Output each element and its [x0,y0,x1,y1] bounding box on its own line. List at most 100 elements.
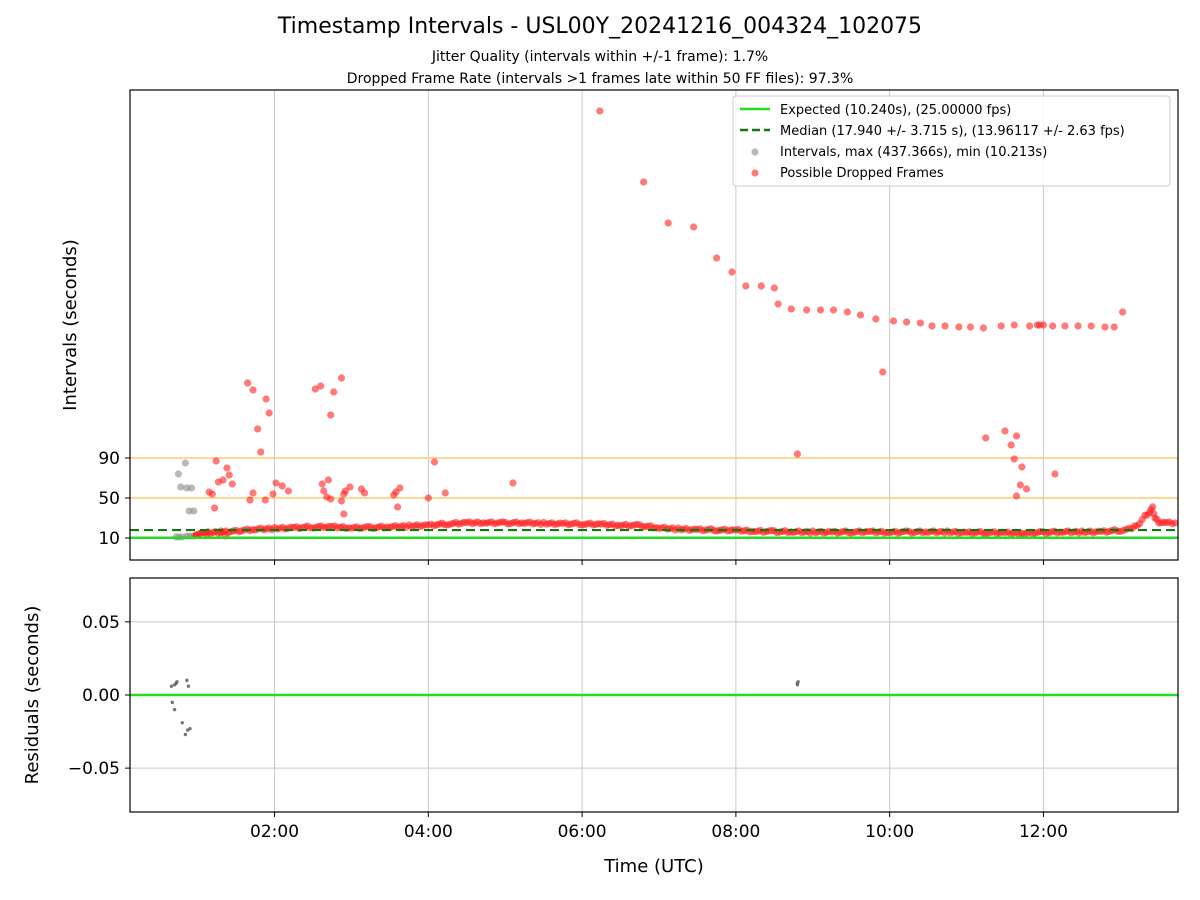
dropped-frame-point [441,489,449,497]
x-axis-label: Time (UTC) [603,856,704,877]
dropped-frame-point [1026,322,1034,330]
dropped-frame-point [228,480,236,488]
legend-expected-label: Expected (10.240s), (25.00000 fps) [780,103,1011,118]
dropped-frame-point [1051,470,1059,478]
intervals-points [172,107,1178,541]
dropped-frame-point [728,268,736,276]
dropped-frame-point [997,322,1005,330]
interval-point [190,507,198,515]
residuals-y-ticks: 0.05 0.00 −0.05 [68,613,130,779]
intervals-y-tick-label: 90 [98,449,120,469]
dropped-frame-point [324,476,332,484]
intervals-y-axis-label: Intervals (seconds) [60,239,81,411]
legend-intervals-swatch [751,148,759,156]
dropped-frame-point [317,382,325,390]
dropped-frame-point [816,306,825,314]
residual-point [183,732,188,737]
dropped-frame-point [390,491,398,499]
legend-dropped-label: Possible Dropped Frames [780,166,944,181]
dropped-frame-point [337,374,346,382]
dropped-frame-point [249,386,257,394]
x-tick-label: 08:00 [711,822,760,842]
legend-box [732,95,1171,187]
dropped-frame-point [1049,322,1057,330]
dropped-frame-point [214,478,223,486]
dropped-frame-point [902,318,911,326]
dropped-frame-point [246,496,254,504]
legend-dropped-swatch [751,169,759,177]
dropped-frame-point [261,496,269,504]
dropped-frame-point [223,464,231,472]
residuals-y-axis-label: Residuals (seconds) [22,606,43,785]
x-tick-label: 10:00 [865,822,914,842]
dropped-frame-point [774,300,782,308]
dropped-frame-point [269,490,277,498]
dropped-frame-point [916,319,925,327]
dropped-frame-point [424,494,432,502]
dropped-frame-point [1022,485,1031,493]
reference-lines [130,528,1178,540]
dropped-frame-point [979,324,988,332]
x-tick-label: 12:00 [1019,822,1068,842]
dropped-frame-point [879,368,887,376]
intervals-panel-frame [129,89,1179,561]
dropped-frame-point [596,107,604,115]
dropped-frame-point [327,411,335,419]
dropped-frame-point [1039,321,1048,329]
residuals-points [169,678,800,737]
interval-point [177,483,185,491]
x-tick-label: 04:00 [404,822,453,842]
legend-intervals-label: Intervals, max (437.366s), min (10.213s) [780,145,1047,160]
dropped-frame-point [955,323,963,331]
dropped-frame-point [257,448,265,456]
residual-point [175,680,179,684]
dropped-frame-point [742,282,750,290]
residuals-y-tick-label: 0.00 [82,686,120,706]
dropped-frame-point [1074,322,1082,330]
chart-subtitle-jitter: Jitter Quality (intervals within +/-1 fr… [431,49,769,65]
dropped-frame-point [203,530,211,538]
x-tick-label: 06:00 [558,822,607,842]
dropped-frame-point [430,458,439,466]
dropped-frame-point [1007,441,1015,449]
intervals-x-ticks [274,560,1044,565]
dropped-frame-point [689,223,698,231]
dropped-frame-point [249,489,257,497]
chart-subtitle-dropped: Dropped Frame Rate (intervals >1 frames … [346,71,854,87]
dropped-frame-point [713,254,721,262]
interval-point [187,484,196,492]
dropped-frame-point [337,497,346,505]
intervals-panel: 10 50 90 Intervals (seconds) Expected (10.… [60,89,1179,565]
dropped-frame-point [393,503,402,511]
dropped-frame-point [311,385,319,393]
dropped-frame-point [340,490,348,498]
residual-point [180,721,184,725]
residual-point [186,684,191,688]
residual-point [172,707,177,712]
dropped-frame-point [1010,321,1018,329]
dropped-frame-point [1018,463,1026,471]
dropped-frame-point [966,323,974,331]
dropped-frame-point [330,388,338,396]
dropped-frame-point [829,306,838,314]
dropped-frame-point [272,479,280,487]
dropped-frame-point [1012,492,1021,500]
intervals-y-ticks: 10 50 90 [98,449,130,549]
dropped-frame-point [1016,481,1024,489]
dropped-frame-point [803,306,811,314]
dropped-frame-point [889,317,898,325]
dropped-frame-point [1119,308,1127,316]
dropped-frame-point [1149,503,1157,511]
residuals-x-ticks: 02:00 04:00 06:00 08:00 10:00 12:00 [250,812,1068,842]
residual-point [795,681,800,685]
dropped-frame-point [1001,427,1009,435]
dropped-frame-point [856,311,865,319]
dropped-frame-point [1101,323,1109,331]
dropped-frame-point [664,219,672,227]
dropped-frame-point [210,504,219,512]
dropped-frame-point [1171,519,1178,527]
dropped-frame-point [340,510,348,518]
intervals-y-tick-label: 10 [98,529,120,549]
dropped-frame-point [320,487,328,495]
dropped-frame-point [793,450,801,458]
